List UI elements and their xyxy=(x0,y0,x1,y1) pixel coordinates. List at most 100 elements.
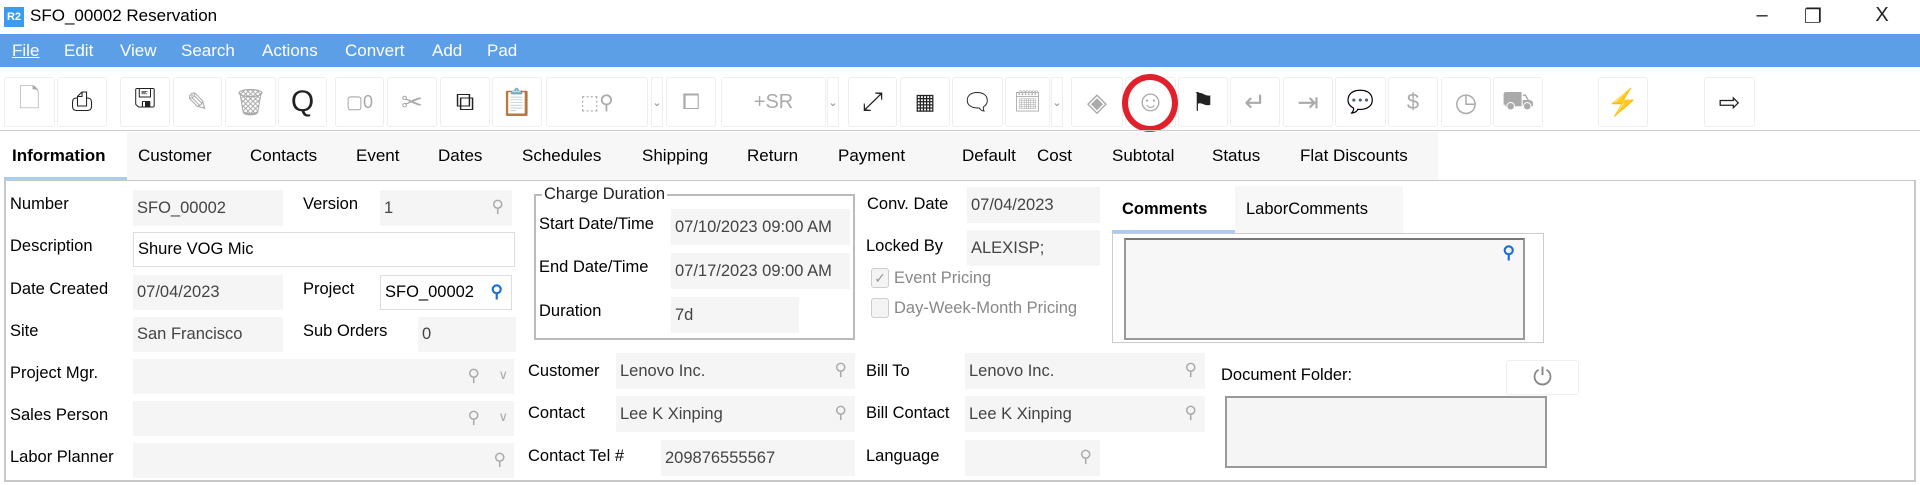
search-icon[interactable]: ⚲ xyxy=(1079,447,1092,466)
tab-event[interactable]: Event xyxy=(356,146,400,165)
package-search-icon[interactable]: ⬚⚲ xyxy=(546,77,648,127)
menu-view[interactable]: View xyxy=(120,41,157,60)
document-folder-button[interactable]: ⏻ xyxy=(1506,360,1579,395)
description-label: Description xyxy=(10,237,93,255)
search-icon[interactable]: Q xyxy=(278,77,327,127)
print-icon[interactable]: ⎙ xyxy=(57,77,107,127)
add-sr-dropdown[interactable]: ⌄ xyxy=(827,77,839,127)
search-icon[interactable]: ⚲ xyxy=(493,449,506,469)
bill-contact-field[interactable]: Lee K Xinping ⚲ xyxy=(965,396,1205,432)
number-value: SFO_00002 xyxy=(137,198,226,217)
menu-add[interactable]: Add xyxy=(432,41,463,60)
bill-to-field[interactable]: Lenovo Inc. ⚲ xyxy=(965,353,1205,389)
calendar-check-icon[interactable]: 🗓 xyxy=(1005,77,1050,127)
labor-planner-label: Labor Planner xyxy=(10,448,114,466)
screen-search-icon[interactable]: ⧠ xyxy=(666,77,716,127)
new-document-icon[interactable]: 🗋 xyxy=(4,77,55,127)
bill-to-label: Bill To xyxy=(866,362,910,380)
tab-flat-discounts[interactable]: Flat Discounts xyxy=(1300,146,1408,165)
bill-contact-label: Bill Contact xyxy=(866,404,950,422)
tab-contacts[interactable]: Contacts xyxy=(250,146,318,165)
locked-by-value: ALEXISP; xyxy=(971,238,1045,257)
event-pricing-checkbox[interactable]: ✓ xyxy=(871,268,889,288)
language-field[interactable]: ⚲ xyxy=(965,440,1100,476)
tab-customer[interactable]: Customer xyxy=(138,146,212,165)
sub-orders-label: Sub Orders xyxy=(303,322,388,340)
search-icon[interactable]: ⚲ xyxy=(1184,360,1197,379)
menu-edit[interactable]: Edit xyxy=(64,41,94,60)
menu-actions[interactable]: Actions xyxy=(262,41,318,60)
tab-schedules[interactable]: Schedules xyxy=(522,146,602,165)
delete-trash-icon[interactable]: 🗑 xyxy=(225,77,276,127)
cut-scissors-icon[interactable]: ✂ xyxy=(387,77,437,127)
tab-shipping[interactable]: Shipping xyxy=(642,146,709,165)
close-button[interactable]: X xyxy=(1875,4,1889,26)
expand-icon[interactable]: ⤢ xyxy=(848,77,897,127)
contact-field[interactable]: Lee K Xinping ⚲ xyxy=(616,396,855,432)
search-icon[interactable]: ⚲ xyxy=(467,407,480,427)
tab-return[interactable]: Return xyxy=(747,146,799,165)
search-icon[interactable]: ⚲ xyxy=(834,360,847,379)
zero-comment-icon[interactable]: 💬 xyxy=(1335,77,1386,127)
clock-dollar-icon[interactable]: ◷ xyxy=(1441,77,1491,127)
layers-icon[interactable]: ◈ xyxy=(1071,77,1123,127)
invoice-icon[interactable]: $ xyxy=(1388,77,1438,127)
chevron-down-icon[interactable]: ∨ xyxy=(498,409,508,424)
menu-convert[interactable]: Convert xyxy=(345,41,405,60)
paste-clipboard-icon[interactable]: 📋 xyxy=(492,77,542,127)
tab-payment[interactable]: Payment xyxy=(838,146,906,165)
end-datetime-field: 07/17/2023 09:00 AM xyxy=(671,253,850,289)
smiley-icon[interactable]: ☺ xyxy=(1125,77,1176,127)
project-mgr-combo[interactable]: ⚲ ∨ xyxy=(133,359,514,394)
project-search-icon[interactable]: ⚲ xyxy=(490,281,503,301)
chevron-down-icon[interactable]: ∨ xyxy=(498,367,508,382)
conv-date-field: 07/04/2023 xyxy=(967,187,1100,223)
tab-dates[interactable]: Dates xyxy=(438,146,483,165)
flag-icon[interactable]: ⚑ xyxy=(1178,77,1228,127)
search-icon[interactable]: ⚲ xyxy=(1184,403,1197,422)
customer-field[interactable]: Lenovo Inc. ⚲ xyxy=(616,353,855,389)
search-icon[interactable]: ⚲ xyxy=(834,403,847,422)
tab-default[interactable]: Default xyxy=(962,146,1016,165)
version-field[interactable]: 1 ⚲ xyxy=(380,190,512,226)
search-icon[interactable]: ⚲ xyxy=(491,197,504,216)
duplicate-icon[interactable]: ⧉ xyxy=(440,77,490,127)
tab-subtotal[interactable]: Subtotal xyxy=(1112,146,1175,165)
restore-button[interactable]: ❐ xyxy=(1804,6,1822,28)
delivery-truck-icon[interactable]: ⛟ xyxy=(1493,77,1543,127)
comments-search-icon[interactable]: ⚲ xyxy=(1502,243,1515,262)
chat-icon[interactable]: 🗨 xyxy=(952,77,1003,127)
edit-pencil-icon[interactable]: ✎ xyxy=(173,77,222,127)
number-label: Number xyxy=(10,195,69,213)
lightning-icon[interactable]: ⚡ xyxy=(1598,77,1648,127)
description-input[interactable]: Shure VOG Mic xyxy=(133,232,515,267)
document-folder-box[interactable] xyxy=(1225,396,1547,468)
check-in-icon[interactable]: ⇥ xyxy=(1283,77,1333,127)
save-icon[interactable]: 🖫 xyxy=(120,77,170,127)
return-icon[interactable]: ↵ xyxy=(1230,77,1280,127)
comments-textarea[interactable]: ⚲ xyxy=(1124,238,1525,340)
number-field[interactable]: SFO_00002 xyxy=(133,190,283,226)
tab-status[interactable]: Status xyxy=(1212,146,1261,165)
menu-search[interactable]: Search xyxy=(181,41,235,60)
copy-zero-icon[interactable]: ▢0 xyxy=(335,77,384,127)
tab-information[interactable]: Information xyxy=(12,146,106,165)
sales-person-combo[interactable]: ⚲ ∨ xyxy=(133,401,514,436)
dwm-pricing-checkbox[interactable] xyxy=(871,298,889,318)
tab-cost[interactable]: Cost xyxy=(1037,146,1072,165)
package-search-dropdown[interactable]: ⌄ xyxy=(651,77,663,127)
grid-icon[interactable]: ▦ xyxy=(900,77,950,127)
calendar-dropdown[interactable]: ⌄ xyxy=(1051,77,1063,127)
information-panel xyxy=(4,180,1916,482)
tab-labor-comments[interactable]: LaborComments xyxy=(1235,186,1403,233)
tab-comments[interactable]: Comments xyxy=(1112,186,1235,233)
labor-planner-field[interactable]: ⚲ xyxy=(133,443,514,478)
project-input[interactable]: SFO_00002 ⚲ xyxy=(380,275,512,310)
search-icon[interactable]: ⚲ xyxy=(467,365,480,385)
add-sr-button[interactable]: +SR xyxy=(721,77,826,127)
app-logo: R2 xyxy=(4,7,24,27)
minimize-button[interactable]: – xyxy=(1756,4,1768,26)
menu-file[interactable]: File xyxy=(12,41,40,60)
exit-icon[interactable]: ⇨ xyxy=(1704,77,1755,127)
menu-pad[interactable]: Pad xyxy=(487,41,518,60)
